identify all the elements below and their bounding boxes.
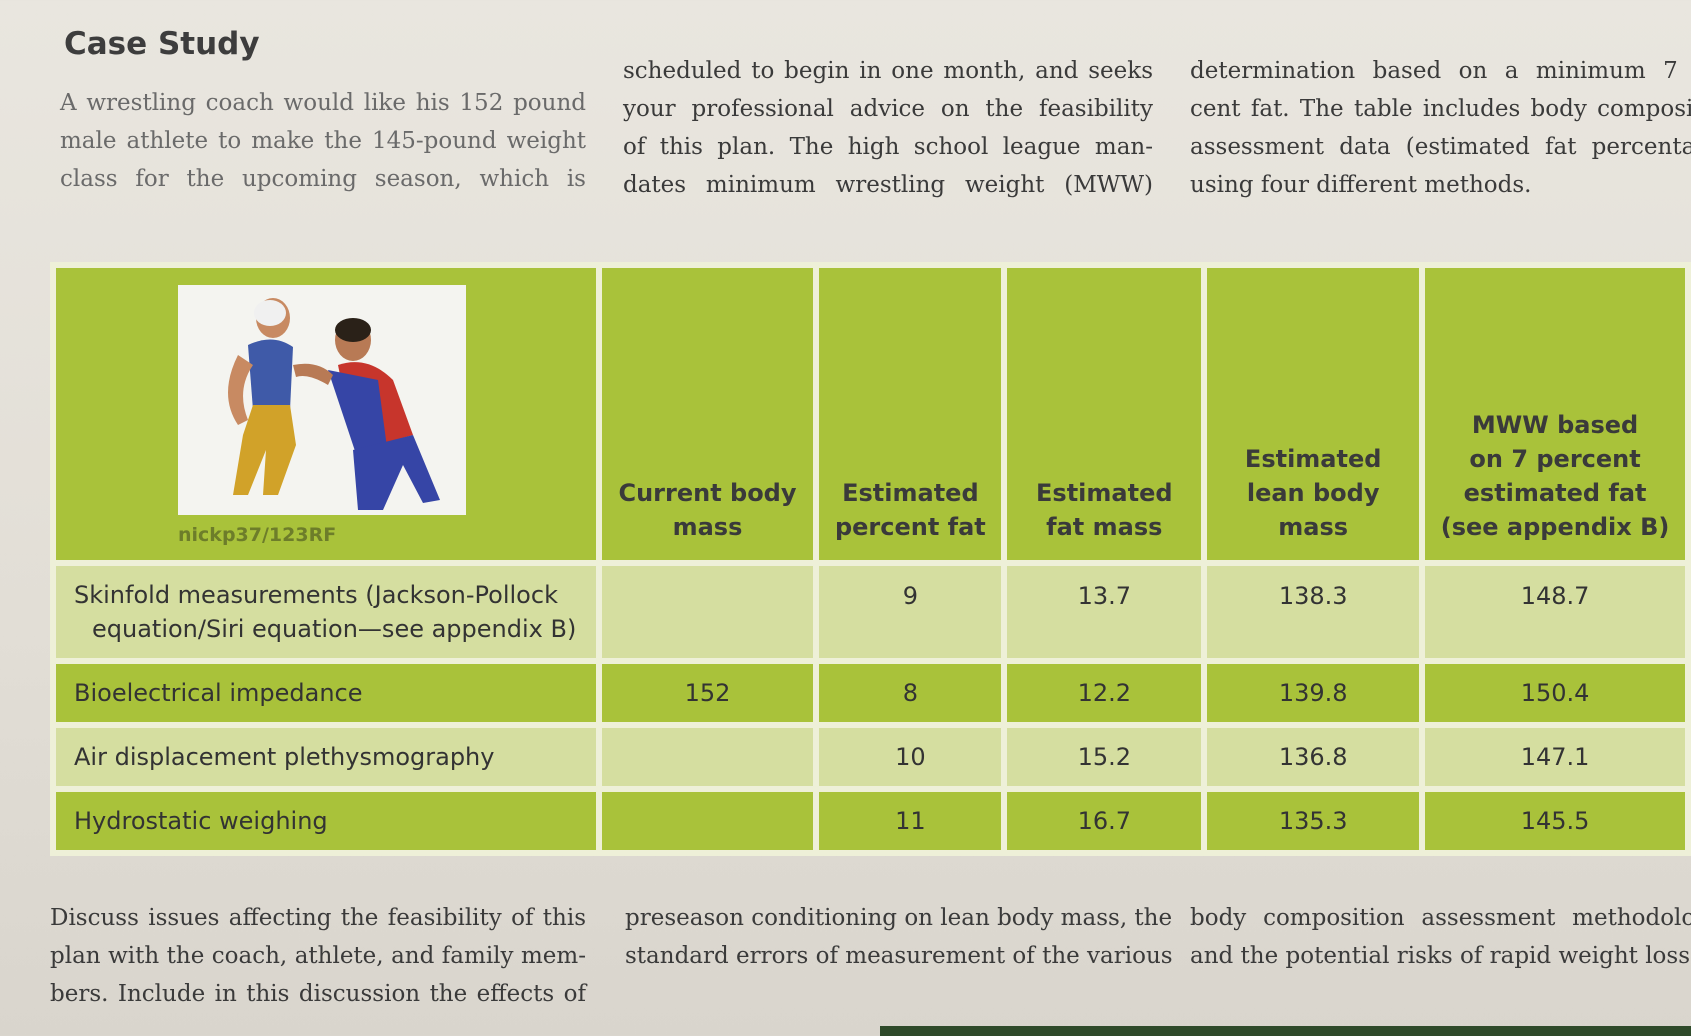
header-estimated-fat-mass: Estimated fat mass xyxy=(1001,262,1208,566)
text-line: of this plan. The high school league man… xyxy=(623,134,1153,160)
cell-current: 152 xyxy=(595,658,820,728)
header-line: estimated fat xyxy=(1463,479,1647,507)
cell-percent-fat: 9 xyxy=(813,560,1008,664)
table-row: Bioelectrical impedance 152 8 12.2 139.8… xyxy=(50,658,1691,728)
cell-percent-fat: 10 xyxy=(813,722,1008,792)
cell-lean-mass: 139.8 xyxy=(1201,658,1426,728)
row-label: Air displacement plethysmography xyxy=(50,722,602,792)
discussion-column-3: body composition assessment methodolog a… xyxy=(1190,899,1691,975)
discussion-column-1: Discuss issues affecting the feasibility… xyxy=(50,899,586,1013)
discussion-column-2: preseason conditioning on lean body mass… xyxy=(625,899,1173,975)
header-line: fat mass xyxy=(1046,513,1163,541)
text-line: dates minimum wrestling weight (MWW) xyxy=(623,172,1153,198)
header-line: Current body xyxy=(618,479,797,507)
cell-current xyxy=(595,786,820,856)
cell-lean-mass: 135.3 xyxy=(1201,786,1426,856)
table-row: Skinfold measurements (Jackson-Pollock e… xyxy=(50,560,1691,664)
row-label: Bioelectrical impedance xyxy=(50,658,602,728)
text-line: scheduled to begin in one month, and see… xyxy=(623,58,1153,84)
header-line: MWW based xyxy=(1471,411,1639,439)
page-edge-bar xyxy=(880,1026,1691,1036)
cell-fat-mass: 12.2 xyxy=(1001,658,1208,728)
cell-fat-mass: 16.7 xyxy=(1001,786,1208,856)
intro-column-3: determination based on a minimum 7 p cen… xyxy=(1190,52,1691,204)
text-line: plan with the coach, athlete, and family… xyxy=(50,943,586,969)
header-line: Estimated xyxy=(842,479,979,507)
header-mww: MWW based on 7 percent estimated fat (se… xyxy=(1419,262,1691,566)
case-study-title: Case Study xyxy=(64,26,260,62)
text-line: cent fat. The table includes body compos… xyxy=(1190,96,1691,122)
header-line: Estimated xyxy=(1036,479,1173,507)
cell-fat-mass: 13.7 xyxy=(1001,560,1208,664)
text-line: male athlete to make the 145-pound weigh… xyxy=(60,128,586,154)
wrestlers-photo xyxy=(178,285,466,515)
table-row: Air displacement plethysmography 10 15.2… xyxy=(50,722,1691,792)
header-line: Estimated xyxy=(1244,445,1382,473)
label-line: Skinfold measurements (Jackson-Pollock xyxy=(74,581,558,609)
intro-column-1: A wrestling coach would like his 152 pou… xyxy=(60,84,586,198)
text-line: standard errors of measurement of the va… xyxy=(625,943,1173,969)
header-line: percent fat xyxy=(834,513,986,541)
table-row: Hydrostatic weighing 11 16.7 135.3 145.5 xyxy=(50,786,1691,856)
cell-mww: 148.7 xyxy=(1419,560,1691,664)
cell-mww: 145.5 xyxy=(1419,786,1691,856)
cell-percent-fat: 8 xyxy=(813,658,1008,728)
photo-credit: nickp37/123RF xyxy=(178,524,337,546)
cell-lean-mass: 138.3 xyxy=(1201,560,1426,664)
text-line: body composition assessment methodolog xyxy=(1190,905,1691,931)
header-line: mass xyxy=(672,513,743,541)
photo-cell: nickp37/123RF xyxy=(50,262,602,566)
header-line: on 7 percent xyxy=(1469,445,1641,473)
cell-lean-mass: 136.8 xyxy=(1201,722,1426,792)
cell-fat-mass: 15.2 xyxy=(1001,722,1208,792)
text-line: A wrestling coach would like his 152 pou… xyxy=(60,90,586,116)
label-line: equation/Siri equation—see appendix B) xyxy=(92,615,577,643)
header-line: (see appendix B) xyxy=(1440,513,1670,541)
header-estimated-lean-body-mass: Estimated lean body mass xyxy=(1201,262,1426,566)
text-line: determination based on a minimum 7 p xyxy=(1190,58,1691,84)
text-line: class for the upcoming season, which is xyxy=(60,166,586,192)
row-label: Hydrostatic weighing xyxy=(50,786,602,856)
intro-column-2: scheduled to begin in one month, and see… xyxy=(623,52,1153,204)
text-line: assessment data (estimated fat percentag xyxy=(1190,134,1691,160)
cell-mww: 147.1 xyxy=(1419,722,1691,792)
cell-mww: 150.4 xyxy=(1419,658,1691,728)
text-line: your professional advice on the feasibil… xyxy=(623,96,1153,122)
header-line: mass xyxy=(1278,513,1349,541)
cell-percent-fat: 11 xyxy=(813,786,1008,856)
cell-current xyxy=(595,560,820,664)
cell-current xyxy=(595,722,820,792)
header-line: lean body xyxy=(1246,479,1380,507)
wrestlers-illustration xyxy=(228,298,440,510)
text-line: and the potential risks of rapid weight … xyxy=(1190,943,1691,969)
text-line: bers. Include in this discussion the eff… xyxy=(50,981,586,1007)
row-label: Skinfold measurements (Jackson-Pollock e… xyxy=(50,560,602,664)
text-line: Discuss issues affecting the feasibility… xyxy=(50,905,586,931)
header-estimated-percent-fat: Estimated percent fat xyxy=(813,262,1008,566)
text-line: using four different methods. xyxy=(1190,172,1532,198)
body-composition-table: nickp37/123RF Current body mass Estimate… xyxy=(50,262,1691,856)
header-current-body-mass: Current body mass xyxy=(595,262,820,566)
text-line: preseason conditioning on lean body mass… xyxy=(625,905,1173,931)
